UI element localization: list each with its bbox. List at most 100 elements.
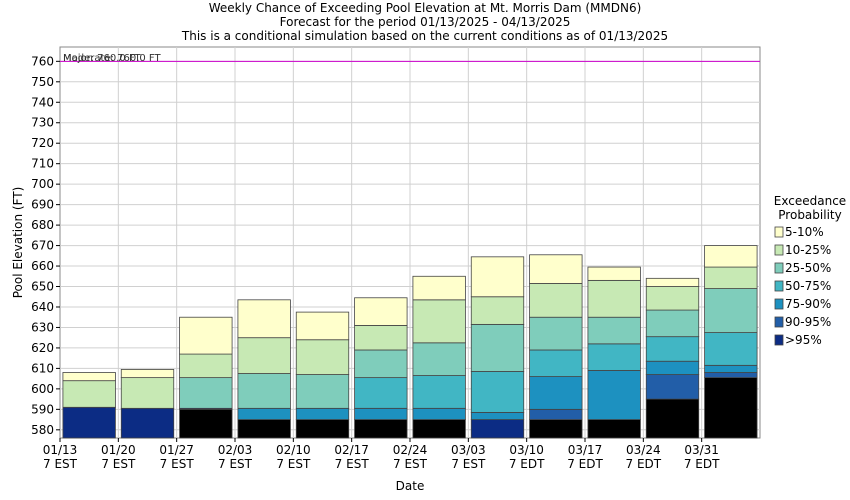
bar-segment: [412, 342, 466, 376]
bar-stack: [354, 297, 408, 439]
reference-line-label: Major: 760.0 FT: [63, 53, 142, 64]
y-axis-ticks: 580 590 600 610 620 630 640 650 660 670 680 690 700 7…: [31, 54, 60, 437]
bar-segment: [470, 296, 525, 325]
legend-swatch: [774, 226, 784, 238]
x-tick-label: 02/10 7 EST: [276, 443, 311, 471]
y-tick-label: 580: [31, 423, 54, 437]
y-tick-label: 740: [31, 95, 54, 109]
bar-segment: [645, 277, 700, 287]
y-tick-label: 650: [31, 280, 54, 294]
bar-segment: [295, 374, 350, 409]
legend-swatch: [774, 262, 784, 274]
bar-segment: [704, 288, 758, 333]
legend-item: >95%: [774, 333, 822, 347]
bar-stack: [120, 369, 175, 439]
bar-segment: [120, 407, 175, 439]
y-tick-label: 630: [31, 320, 54, 334]
bar-segment: [354, 297, 408, 326]
y-tick-label: 760: [31, 54, 54, 68]
legend-item: 75-90%: [774, 297, 831, 311]
bar-segment: [179, 408, 233, 439]
bar-segment: [645, 336, 700, 362]
bar-segment: [587, 316, 641, 345]
bar-segment: [645, 286, 700, 311]
bar-segment: [295, 311, 350, 341]
legend-swatch: [774, 280, 784, 292]
bar-segment: [470, 412, 525, 420]
x-axis-label: Date: [396, 479, 425, 493]
legend-item: 25-50%: [774, 261, 831, 275]
y-tick-label: 660: [31, 259, 54, 273]
bar-stack: [412, 275, 466, 439]
x-tick-label: 03/24 7 EDT: [626, 443, 662, 471]
x-tick-label: 03/03 7 EST: [451, 443, 486, 471]
bar-segment: [704, 377, 758, 439]
legend-label: 5-10%: [785, 225, 824, 239]
x-axis-ticks: 01/13 7 EST 01/20 7 EST 01/27 7 EST 02/03 7 EST…: [43, 438, 720, 471]
bar-segment: [412, 419, 466, 439]
x-tick-label: 03/17 7 EDT: [567, 443, 603, 471]
legend-item: 5-10%: [774, 225, 824, 239]
bar-segment: [179, 316, 233, 355]
bar-segment: [470, 256, 525, 298]
bar-segment: [120, 369, 175, 379]
bar-segment: [470, 323, 525, 372]
bar-segment: [295, 339, 350, 375]
bar-segment: [412, 275, 466, 301]
bar-segment: [529, 376, 583, 410]
x-tick-label: 03/31 7 EDT: [684, 443, 720, 471]
bar-stack: [645, 277, 700, 439]
bar-segment: [354, 419, 408, 439]
legend-item: 50-75%: [774, 279, 831, 293]
bar-stack: [470, 256, 525, 439]
bar-segment: [237, 373, 291, 409]
bar-segment: [529, 283, 583, 318]
x-tick-label: 02/03 7 EST: [218, 443, 253, 471]
bar-segment: [412, 407, 466, 420]
y-tick-label: 720: [31, 136, 54, 150]
bar-segment: [412, 299, 466, 344]
bar-segment: [470, 419, 525, 439]
y-axis-label: Pool Elevation (FT): [11, 187, 25, 299]
y-tick-label: 680: [31, 218, 54, 232]
bar-segment: [354, 349, 408, 379]
bar-segment: [587, 419, 641, 439]
y-tick-label: 750: [31, 75, 54, 89]
y-tick-label: 640: [31, 300, 54, 314]
x-tick-label: 02/24 7 EST: [393, 443, 428, 471]
x-tick-label: 01/13 7 EST: [43, 443, 78, 471]
y-tick-label: 600: [31, 382, 54, 396]
reference-line-label: Moderate: 760.0 FT: [63, 53, 161, 64]
legend-label: 10-25%: [785, 243, 831, 257]
bar-segment: [295, 419, 350, 439]
chart-title: Weekly Chance of Exceeding Pool Elevatio…: [209, 1, 642, 15]
chart-titles: Weekly Chance of Exceeding Pool Elevatio…: [181, 1, 668, 43]
bar-segment: [587, 343, 641, 371]
legend-label: 75-90%: [785, 297, 831, 311]
bar-segment: [354, 377, 408, 409]
bar-segment: [587, 266, 641, 281]
bar-segment: [62, 406, 116, 439]
bar-segment: [179, 377, 233, 409]
bar-segment: [704, 372, 758, 379]
legend-item: 10-25%: [774, 243, 831, 257]
bar-segment: [529, 316, 583, 351]
chart-subtitle-forecast: Forecast for the period 01/13/2025 - 04/…: [280, 15, 571, 29]
bar-segment: [62, 372, 116, 382]
bar-segment: [645, 398, 700, 439]
bar-segment: [529, 349, 583, 377]
bar-segment: [179, 353, 233, 379]
bar-segment: [704, 332, 758, 366]
legend-swatch: [774, 298, 784, 310]
chart-subtitle-simulation: This is a conditional simulation based o…: [181, 29, 668, 43]
legend-item: 90-95%: [774, 315, 831, 329]
legend-label: 25-50%: [785, 261, 831, 275]
legend-label: >95%: [785, 333, 822, 347]
x-tick-label: 01/20 7 EST: [101, 443, 136, 471]
legend-title: Probability: [778, 208, 841, 222]
x-tick-label: 02/17 7 EST: [334, 443, 369, 471]
bar-segment: [237, 337, 291, 374]
y-tick-label: 620: [31, 341, 54, 355]
